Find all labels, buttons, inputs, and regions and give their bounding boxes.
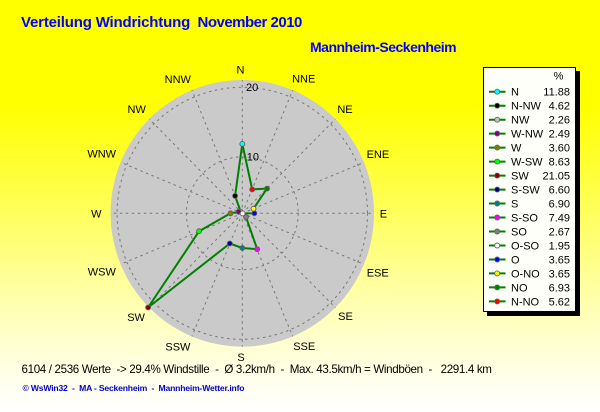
svg-text:3.60: 3.60 (549, 143, 570, 155)
svg-text:NNW: NNW (165, 74, 192, 86)
svg-text:SW: SW (127, 312, 145, 324)
svg-text:5.62: 5.62 (549, 296, 570, 308)
svg-text:O: O (511, 255, 520, 267)
svg-text:SE: SE (338, 311, 353, 323)
svg-text:WSW: WSW (88, 267, 117, 279)
svg-text:6.90: 6.90 (549, 199, 570, 211)
svg-text:6.60: 6.60 (549, 185, 570, 197)
svg-text:SSE: SSE (293, 341, 315, 353)
svg-text:SO: SO (511, 227, 527, 239)
svg-text:NO: NO (511, 282, 528, 294)
svg-text:S: S (511, 199, 518, 211)
svg-text:3.65: 3.65 (549, 255, 570, 267)
svg-text:S-SW: S-SW (511, 185, 540, 197)
svg-text:N: N (237, 64, 245, 76)
svg-text:NNE: NNE (292, 73, 315, 85)
svg-text:7.49: 7.49 (549, 213, 570, 225)
svg-text:2.67: 2.67 (549, 227, 570, 239)
svg-text:NW: NW (511, 115, 530, 127)
svg-text:S-SO: S-SO (511, 213, 538, 225)
svg-text:NE: NE (337, 104, 352, 116)
svg-text:4.62: 4.62 (549, 101, 570, 113)
svg-text:ENE: ENE (367, 149, 390, 161)
svg-text:WNW: WNW (87, 149, 116, 161)
svg-text:21.05: 21.05 (542, 171, 570, 183)
svg-text:%: % (554, 70, 564, 82)
svg-text:E: E (380, 209, 387, 221)
svg-text:N: N (511, 87, 519, 99)
svg-text:NW: NW (128, 104, 147, 116)
svg-text:SW: SW (511, 171, 529, 183)
svg-text:W: W (91, 209, 102, 221)
svg-text:1.95: 1.95 (549, 241, 570, 253)
svg-text:W-SW: W-SW (511, 157, 543, 169)
svg-text:O-NO: O-NO (511, 268, 540, 280)
svg-text:10: 10 (247, 152, 259, 164)
svg-text:11.88: 11.88 (543, 87, 570, 99)
svg-text:20: 20 (246, 82, 258, 94)
svg-text:8.63: 8.63 (549, 157, 570, 169)
svg-text:O-SO: O-SO (511, 241, 540, 253)
svg-text:S: S (237, 352, 244, 364)
svg-text:2.49: 2.49 (549, 129, 570, 141)
svg-text:W: W (511, 143, 522, 155)
svg-text:N-NW: N-NW (511, 101, 542, 113)
svg-text:SSW: SSW (165, 341, 191, 353)
svg-text:2.26: 2.26 (549, 115, 570, 127)
svg-text:W-NW: W-NW (511, 129, 544, 141)
svg-text:6.93: 6.93 (549, 282, 570, 294)
svg-text:3.65: 3.65 (549, 268, 570, 280)
svg-text:N-NO: N-NO (511, 296, 540, 308)
svg-text:ESE: ESE (367, 267, 389, 279)
